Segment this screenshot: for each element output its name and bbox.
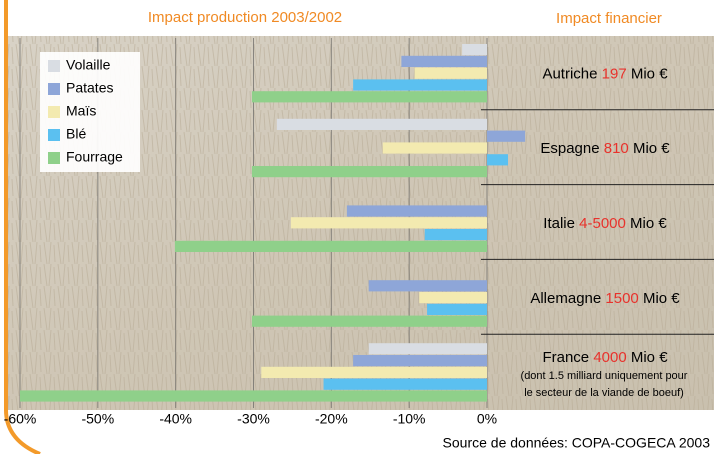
financial-label: Allemagne 1500 Mio € [530,290,680,307]
financial-amount: 1500 [605,290,638,307]
legend-swatch [48,152,60,164]
bar [427,304,487,315]
bar [415,68,487,79]
legend-label: Fourrage [66,149,123,165]
financial-unit: Mio € [631,65,668,82]
financial-label: Espagne 810 Mio € [540,140,670,157]
chart: Impact production 2003/2002 Impact finan… [0,0,714,454]
bar [347,205,487,216]
financial-unit: Mio € [643,290,680,307]
chart-title: Impact production 2003/2002 [148,9,342,26]
bar [252,91,487,102]
bar [487,154,508,165]
bar [487,131,525,142]
x-tick-label: -10% [393,411,426,427]
x-tick-label: -60% [4,411,37,427]
bar [291,217,487,228]
legend-swatch [48,106,60,118]
bar [252,316,487,327]
bar [462,44,487,55]
x-tick-label: -50% [81,411,114,427]
financial-label: Italie 4-5000 Mio € [543,215,667,232]
bar [369,280,487,291]
country-name: Espagne [540,140,599,157]
financial-amount: 197 [602,65,627,82]
legend-label: Blé [66,126,86,142]
financial-amount: 4-5000 [579,215,626,232]
country-name: France [542,349,589,366]
x-tick-label: -20% [315,411,348,427]
legend-label: Volaille [66,57,111,73]
legend-label: Patates [66,80,113,96]
legend-swatch [48,60,60,72]
country-name: Italie [543,215,575,232]
financial-unit: Mio € [633,140,670,157]
financial-unit: Mio € [630,215,667,232]
financial-label: France 4000 Mio € [542,349,668,366]
financial-amount: 810 [604,140,629,157]
x-tick-label: -30% [237,411,270,427]
bar [252,166,487,177]
bar [419,292,487,303]
x-tick-label: 0% [477,411,497,427]
bar [401,56,487,67]
bar [369,343,487,354]
note: le secteur de la viande de boeuf) [524,387,684,399]
legend-swatch [48,129,60,141]
x-tick-label: -40% [159,411,192,427]
source: Source de données: COPA-COGECA 2003 [443,435,711,451]
bar [353,355,487,366]
country-name: Autriche [542,65,597,82]
bar [261,367,487,378]
financial-label: Autriche 197 Mio € [542,65,668,82]
bar [175,241,487,252]
right-title: Impact financier [556,10,662,27]
financial-amount: 4000 [593,349,626,366]
legend-swatch [48,83,60,95]
bar [20,390,487,401]
bar [324,379,487,390]
bar [425,229,487,240]
bar [277,119,487,130]
note: (dont 1.5 milliard uniquement pour [521,370,688,382]
legend-label: Maïs [66,103,96,119]
financial-unit: Mio € [631,349,668,366]
bar [353,79,487,90]
bar [383,142,487,153]
country-name: Allemagne [530,290,601,307]
legend: Volaille Patates Maïs Blé Fourrage [40,52,140,172]
